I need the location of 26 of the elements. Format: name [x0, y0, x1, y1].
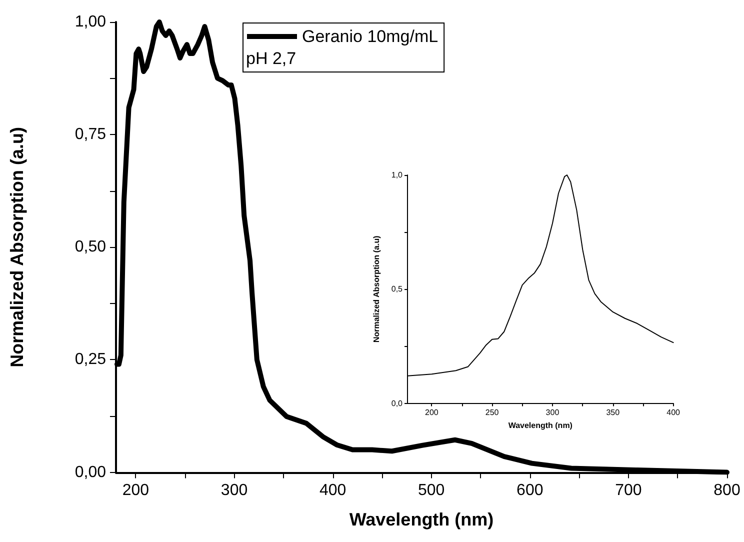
x-tick-label: 700 — [615, 482, 642, 499]
y-tick-label: 1,00 — [74, 14, 106, 30]
x-tick-label: 300 — [546, 408, 560, 417]
y-tick-label: 0,0 — [391, 398, 404, 408]
x-tick-label: 350 — [606, 408, 620, 417]
y-tick-label: 0,5 — [391, 284, 404, 294]
y-axis-title: Normalized Absorption (a.u) — [372, 235, 381, 343]
x-axis-title: Wavelength (nm) — [349, 509, 494, 530]
y-axis-title: Normalized Absorption (a.u) — [7, 126, 27, 368]
legend-label: Geranio 10mg/mL — [302, 27, 438, 46]
y-tick-label: 0,25 — [74, 351, 106, 368]
x-tick-label: 500 — [418, 482, 445, 499]
x-tick-label: 600 — [516, 482, 544, 499]
x-tick-label: 300 — [220, 482, 248, 499]
legend-title: pH 2,7 — [246, 49, 296, 68]
x-tick-label: 200 — [424, 408, 439, 417]
y-tick-label: 0,00 — [74, 464, 106, 481]
y-tick-label: 0,50 — [74, 238, 106, 256]
y-tick-label: 1,0 — [391, 170, 404, 180]
x-tick-label: 400 — [666, 408, 681, 417]
x-tick-label: 800 — [714, 482, 740, 499]
x-tick-label: 400 — [319, 482, 346, 499]
x-tick-label: 250 — [485, 408, 500, 417]
x-tick-label: 200 — [122, 482, 150, 499]
y-tick-label: 0,75 — [74, 126, 106, 144]
x-axis-title: Wavelength (nm) — [508, 420, 573, 430]
